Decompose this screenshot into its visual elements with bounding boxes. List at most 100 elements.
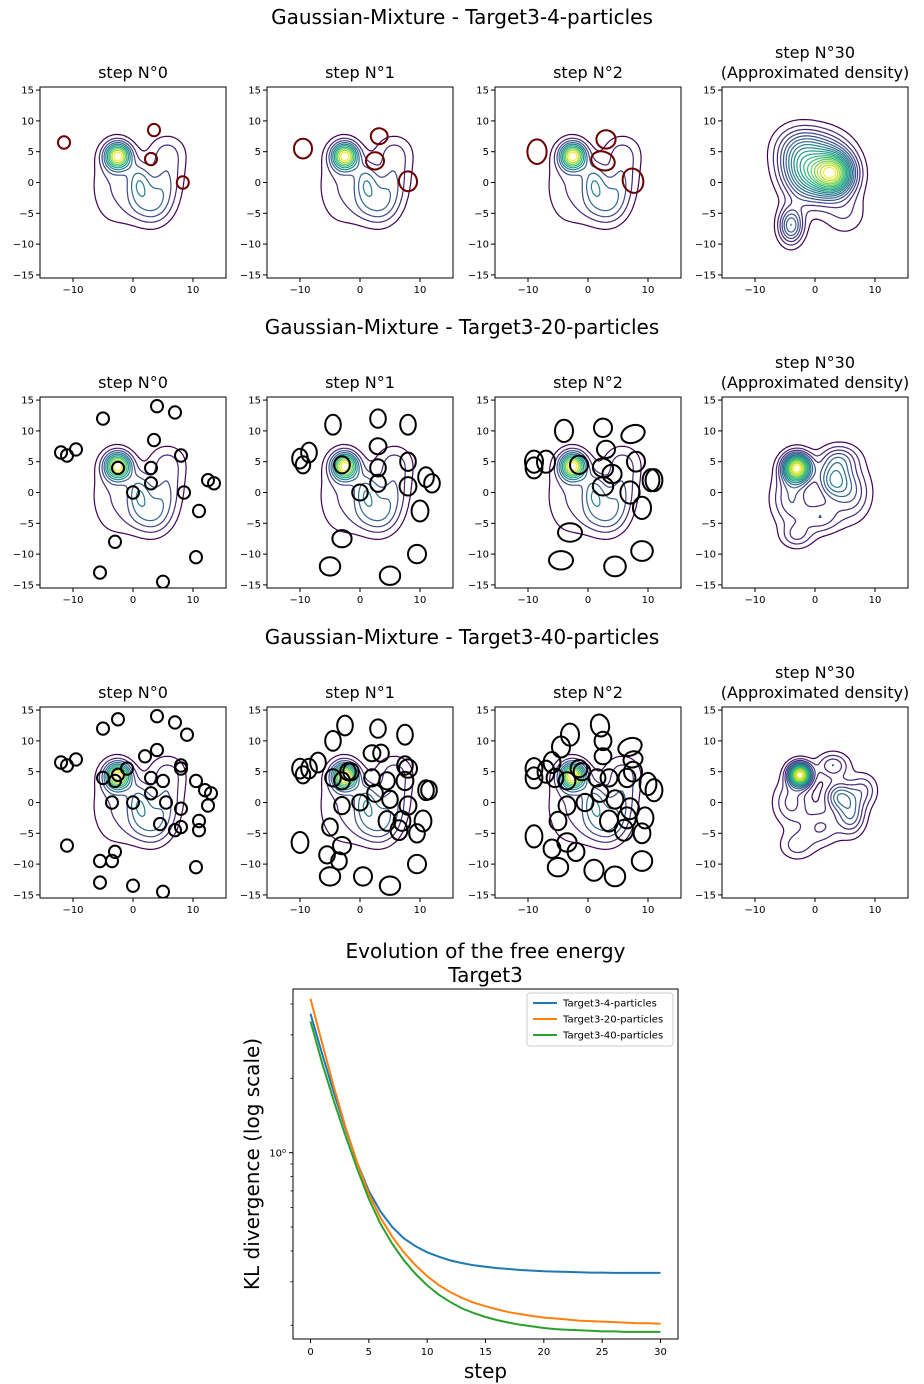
y-tick-label: 5 — [28, 767, 34, 778]
y-tick-label: −15 — [240, 890, 261, 901]
approx-density-level — [791, 766, 809, 785]
target-density-level — [558, 141, 619, 212]
particle-ellipse — [144, 786, 158, 801]
particle-ellipse — [189, 773, 203, 789]
y-tick-label: −15 — [240, 580, 261, 591]
approx-density-level — [784, 758, 869, 833]
particle-ellipse — [545, 767, 565, 789]
particle-ellipse — [153, 816, 167, 832]
target-density-level — [563, 456, 583, 477]
particle-ellipse — [526, 138, 548, 165]
y-tick-label: 15 — [248, 396, 261, 407]
particle-ellipse — [595, 129, 617, 150]
y-tick-label: 10 — [703, 426, 716, 437]
particle-ellipse — [291, 757, 309, 780]
particle-ellipse — [189, 860, 203, 875]
y-tick-label: 15 — [703, 396, 716, 407]
y-tick-label: −10 — [468, 860, 489, 871]
subplot-r3-c1: step N°0 −10 0 10 15 10 5 0 −5 −10 −15 — [13, 683, 227, 916]
approx-density-level — [785, 456, 809, 482]
subplot-r3-c3: step N°2 −10 0 10 15 10 5 0 −5 −10 −15 — [468, 683, 682, 916]
particle-ellipse — [108, 534, 122, 549]
y-tick-label: −10 — [240, 240, 261, 251]
particle-ellipse — [557, 771, 577, 791]
y-tick-label: −5 — [474, 519, 489, 530]
approx-density-level — [776, 128, 861, 243]
particle-ellipse — [69, 752, 83, 767]
particle-ellipse — [524, 449, 544, 474]
chart-title: Evolution of the free energy — [346, 939, 626, 963]
particle-ellipse — [321, 817, 339, 837]
particle-ellipse — [614, 818, 634, 842]
subplot-title: step N°0 — [98, 63, 168, 82]
approx-density-level — [779, 451, 858, 518]
particle-ellipse — [175, 175, 190, 190]
target-density-level — [325, 447, 406, 533]
approx-density-level — [782, 454, 848, 493]
axes-frame — [494, 396, 682, 589]
particle-ellipse — [369, 408, 387, 429]
particle-ellipse — [126, 485, 140, 500]
y-tick-label: −5 — [19, 519, 34, 530]
particle-ellipse — [174, 801, 188, 816]
approx-density-level — [768, 441, 874, 550]
x-tick-label: 0 — [130, 905, 136, 916]
y-tick-label: 5 — [255, 147, 261, 158]
particle-ellipse — [174, 448, 188, 463]
particle-ellipse — [620, 423, 646, 445]
target-density-level — [109, 148, 126, 165]
approx-density-level — [813, 160, 842, 185]
target-density-level — [93, 443, 187, 540]
subplot-subtitle: (Approximated density) — [721, 63, 910, 82]
approx-density-level — [778, 754, 874, 854]
particle-ellipse — [174, 819, 188, 835]
particle-ellipse — [546, 857, 570, 878]
approx-density-level — [766, 119, 869, 251]
particle-ellipse — [105, 795, 119, 810]
x-tick-label: 0 — [307, 1347, 313, 1358]
row-title: Gaussian-Mixture - Target3-40-particles — [265, 625, 660, 649]
particle-ellipse — [177, 485, 191, 500]
x-tick-label: 10 — [642, 595, 655, 606]
x-tick-label: 10 — [187, 595, 200, 606]
particle-ellipse — [644, 778, 664, 803]
y-tick-label: 0 — [710, 178, 716, 189]
particle-ellipse — [324, 768, 342, 788]
subplot-plot-area — [54, 399, 221, 588]
x-tick-label: 10 — [187, 285, 200, 296]
subplot-plot-area — [524, 417, 664, 578]
particle-ellipse — [408, 823, 426, 844]
approx-density-level — [803, 155, 847, 189]
x-axis-label: step — [464, 1359, 507, 1383]
approx-density-level — [819, 164, 839, 181]
particle-ellipse — [542, 838, 562, 859]
approx-density-level — [793, 147, 851, 194]
particle-ellipse — [413, 809, 433, 833]
y-tick-label: 5 — [28, 457, 34, 468]
particle-ellipse — [318, 556, 342, 577]
y-tick-label: −5 — [19, 829, 34, 840]
subplot-title: step N°2 — [553, 63, 623, 82]
particle-ellipse — [369, 718, 387, 739]
y-tick-label: 0 — [483, 798, 489, 809]
target-density-level — [103, 451, 164, 522]
particle-ellipse — [601, 463, 623, 485]
x-tick-label: 30 — [654, 1347, 667, 1358]
particle-ellipse — [399, 451, 417, 472]
approx-density-level — [786, 761, 863, 826]
x-tick-label: 10 — [642, 285, 655, 296]
y-tick-label: −5 — [246, 829, 261, 840]
y-tick-label: 10 — [248, 426, 261, 437]
target-density-level — [103, 761, 164, 832]
x-tick-label: 0 — [130, 285, 136, 296]
y-tick-label: −10 — [695, 240, 716, 251]
y-tick-label: 0 — [483, 488, 489, 499]
x-tick-label: −10 — [289, 595, 310, 606]
approx-density-level — [789, 461, 805, 477]
approx-density-level — [782, 135, 857, 237]
y-tick-label: 10 — [703, 736, 716, 747]
y-tick-label: 5 — [255, 767, 261, 778]
y-tick-label: 0 — [710, 488, 716, 499]
target-density-level — [106, 455, 130, 479]
